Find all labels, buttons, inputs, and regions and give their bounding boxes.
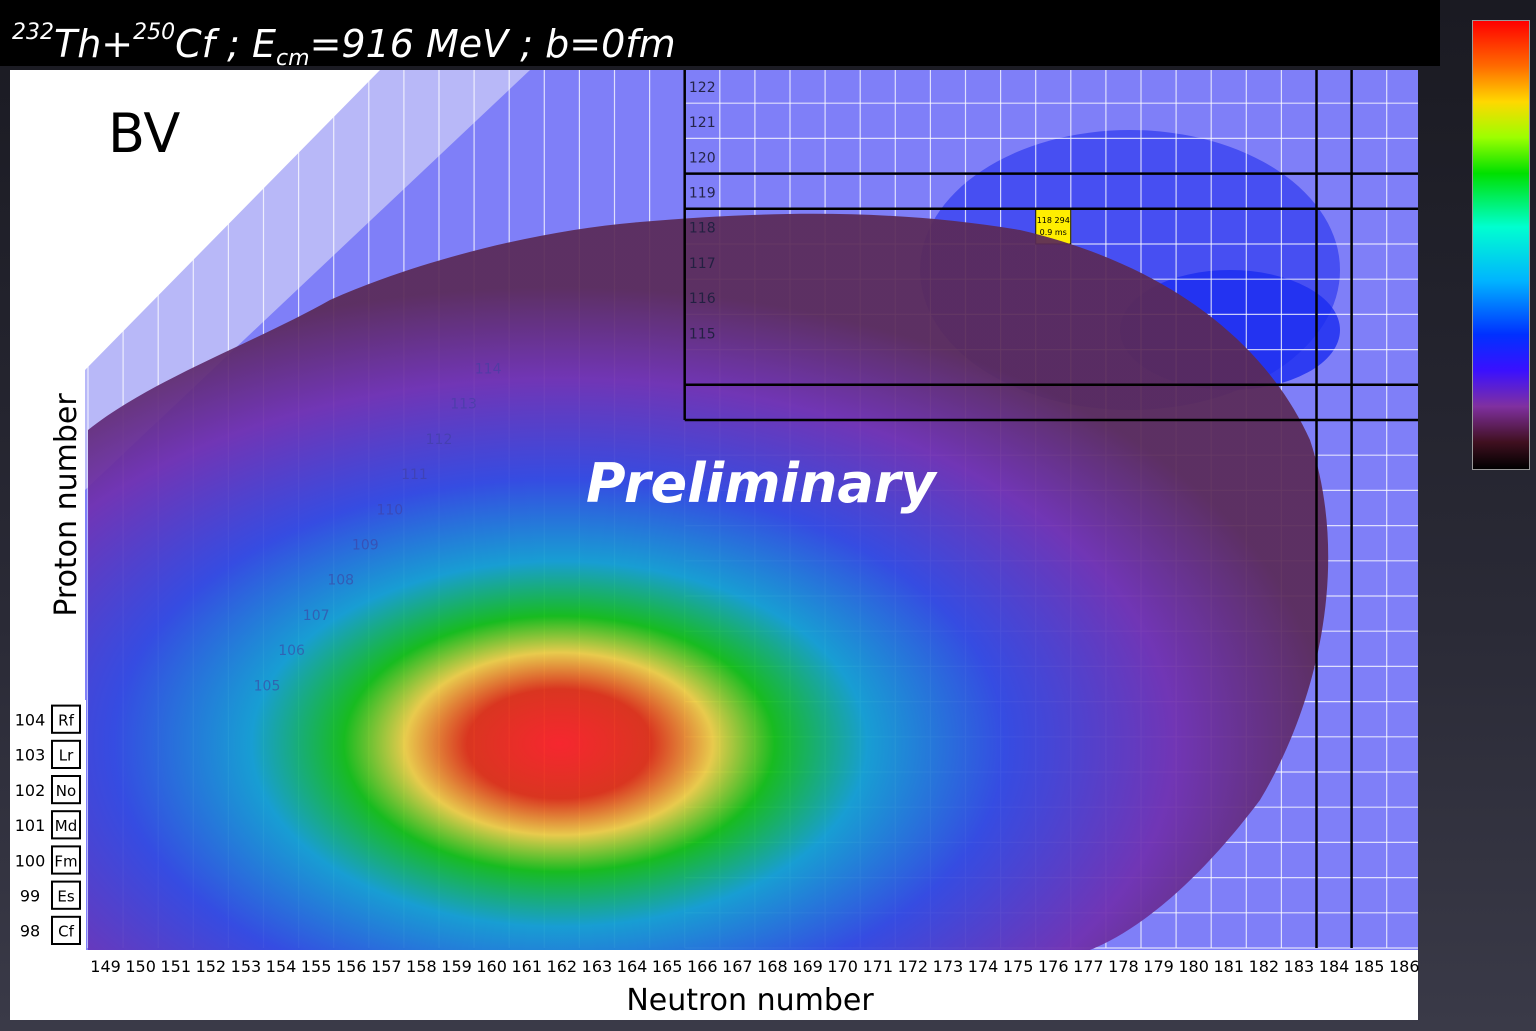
x-tick-label: 185 — [1354, 957, 1385, 976]
element-symbol: Fm — [54, 852, 77, 870]
x-tick-label: 163 — [582, 957, 613, 976]
element-z-number: 103 — [15, 746, 46, 765]
x-tick-label: 159 — [441, 957, 472, 976]
x-tick-label: 186 — [1389, 957, 1420, 976]
probability-distribution — [88, 213, 1329, 950]
title-sub: cm — [276, 46, 310, 71]
element-z-number: 98 — [20, 922, 40, 941]
element-box — [51, 915, 81, 945]
z-label-upper: 121 — [689, 115, 716, 131]
z-label-upper: 120 — [689, 150, 716, 166]
element-box — [51, 810, 81, 840]
x-axis-background — [10, 950, 1418, 1020]
x-tick-label: 171 — [862, 957, 893, 976]
z-label-upper: 110 — [376, 502, 403, 518]
y-axis-title: Proton number — [49, 393, 84, 617]
title-target: Cf ; E — [175, 22, 277, 66]
z-label-upper: 119 — [689, 186, 716, 202]
highlight-nuclide-halflife: 0.9 ms — [1040, 228, 1067, 237]
x-tick-label: 180 — [1178, 957, 1209, 976]
z-label-upper: 118 — [689, 221, 716, 237]
x-tick-label: 174 — [968, 957, 999, 976]
x-tick-label: 161 — [511, 957, 542, 976]
element-box — [51, 880, 81, 910]
z-label-upper: 108 — [327, 573, 354, 589]
highlight-nuclide-label: 118 294 — [1037, 216, 1070, 225]
x-tick-label: 152 — [196, 957, 227, 976]
element-z-number: 101 — [15, 816, 46, 835]
element-box — [51, 704, 81, 734]
element-symbol: Es — [57, 888, 74, 906]
title-projectile: Th+ — [54, 22, 134, 66]
x-tick-label: 181 — [1213, 957, 1244, 976]
x-tick-label: 164 — [617, 957, 648, 976]
title-rest: =916 MeV ; b=0fm — [309, 22, 676, 66]
element-z-number: 99 — [20, 887, 40, 906]
element-box — [51, 775, 81, 805]
x-tick-label: 154 — [266, 957, 297, 976]
x-tick-label: 166 — [687, 957, 718, 976]
x-tick-label: 151 — [160, 957, 191, 976]
z-label-upper: 113 — [450, 397, 477, 413]
x-tick-label: 184 — [1319, 957, 1350, 976]
colorbar — [1472, 20, 1530, 470]
element-symbol: No — [56, 782, 76, 800]
z-label-upper: 106 — [278, 643, 305, 659]
x-tick-label: 173 — [933, 957, 964, 976]
element-z-number: 104 — [15, 711, 46, 730]
x-tick-label: 160 — [476, 957, 507, 976]
x-tick-label: 182 — [1249, 957, 1280, 976]
x-tick-label: 149 — [90, 957, 121, 976]
element-symbol: Md — [55, 817, 77, 835]
element-box — [51, 739, 81, 769]
title-sup-b: 250 — [133, 20, 176, 45]
z-label-upper: 114 — [475, 362, 502, 378]
x-tick-label: 153 — [231, 957, 262, 976]
x-tick-label: 183 — [1284, 957, 1315, 976]
element-z-number: 100 — [15, 851, 46, 870]
x-tick-label: 178 — [1108, 957, 1139, 976]
z-label-upper: 105 — [254, 678, 281, 694]
x-tick-label: 179 — [1143, 957, 1174, 976]
x-tick-label: 167 — [722, 957, 753, 976]
x-tick-label: 176 — [1038, 957, 1069, 976]
element-z-number: 102 — [15, 781, 46, 800]
x-tick-label: 155 — [301, 957, 332, 976]
x-tick-label: 175 — [1003, 957, 1034, 976]
z-label-upper: 117 — [689, 256, 716, 272]
z-label-upper: 115 — [689, 326, 716, 342]
z-label-upper: 109 — [352, 538, 379, 554]
z-label-upper: 122 — [689, 80, 716, 96]
z-label-upper: 107 — [303, 608, 330, 624]
panel-label: BV — [108, 102, 180, 165]
title-sup-a: 232 — [12, 20, 54, 45]
x-axis-title: Neutron number — [626, 983, 874, 1018]
chart-title: 232Th+250Cf ; Ecm=916 MeV ; b=0fm — [0, 0, 1440, 71]
x-tick-label: 162 — [547, 957, 578, 976]
element-box — [51, 845, 81, 875]
element-symbol: Cf — [58, 923, 74, 941]
x-tick-label: 156 — [336, 957, 367, 976]
element-symbol: Lr — [59, 747, 74, 765]
x-tick-label: 172 — [898, 957, 929, 976]
watermark-preliminary: Preliminary — [586, 452, 938, 515]
x-tick-label: 165 — [652, 957, 683, 976]
x-tick-label: 170 — [827, 957, 858, 976]
x-tick-label: 168 — [757, 957, 788, 976]
x-tick-label: 157 — [371, 957, 402, 976]
element-symbol: Rf — [58, 712, 74, 730]
z-label-upper: 111 — [401, 467, 428, 483]
z-label-upper: 112 — [426, 432, 453, 448]
x-tick-label: 177 — [1073, 957, 1104, 976]
z-label-upper: 116 — [689, 291, 716, 307]
x-tick-label: 169 — [792, 957, 823, 976]
x-tick-label: 150 — [125, 957, 156, 976]
x-tick-label: 158 — [406, 957, 437, 976]
